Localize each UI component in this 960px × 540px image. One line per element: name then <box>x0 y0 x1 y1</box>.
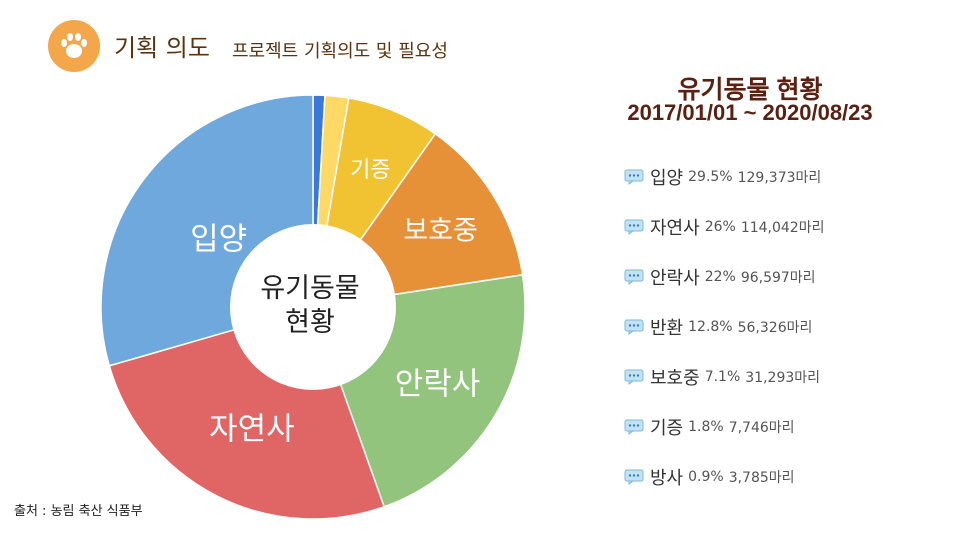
speech-bubble-icon <box>624 169 644 185</box>
legend-item: 안락사 22% 96,597마리 <box>624 252 924 302</box>
legend-item: 기증 1.8% 7,746마리 <box>624 402 924 452</box>
source-note: 출처 : 농림 축산 식품부 <box>14 504 143 519</box>
speech-bubble-icon <box>624 319 644 335</box>
slice-label-보호중: 기증 <box>350 158 391 184</box>
chart-center-label: 유기동물 현황 <box>225 272 395 340</box>
speech-bubble-icon <box>624 469 644 485</box>
legend: 입양 29.5% 129,373마리 자연사 26% 114,042마리 안락사 22% 96,… <box>624 152 924 502</box>
legend-percent: 22% <box>704 269 736 285</box>
legend-count: 7,746마리 <box>728 420 795 436</box>
legend-item: 방사 0.9% 3,785마리 <box>624 452 924 502</box>
legend-item: 자연사 26% 114,042마리 <box>624 202 924 252</box>
paw-icon <box>61 33 87 58</box>
page-subtitle: 프로젝트 기획의도 및 필요성 <box>232 41 448 62</box>
slice-label-입양: 입양 <box>190 221 248 258</box>
legend-label: 방사 <box>650 468 684 489</box>
legend-label: 기증 <box>650 418 684 439</box>
legend-percent: 12.8% <box>688 319 733 335</box>
legend-count: 114,042마리 <box>740 220 825 236</box>
chart-title: 유기동물 현황 <box>677 76 823 104</box>
slice-label-안락사: 안락사 <box>394 366 481 403</box>
slice-label-자연사: 자연사 <box>209 411 295 448</box>
legend-percent: 26% <box>704 219 736 235</box>
legend-label: 보호중 <box>650 368 700 389</box>
legend-label: 입양 <box>650 168 684 189</box>
legend-count: 56,326마리 <box>737 320 813 336</box>
legend-count: 96,597마리 <box>740 270 816 286</box>
legend-item: 입양 29.5% 129,373마리 <box>624 152 924 202</box>
legend-item: 반환 12.8% 56,326마리 <box>624 302 924 352</box>
legend-count: 31,293마리 <box>745 370 821 386</box>
legend-percent: 1.8% <box>688 419 724 435</box>
donut-hole <box>230 224 396 390</box>
chart-date-range: 2017/01/01 ~ 2020/08/23 <box>627 100 873 125</box>
legend-percent: 29.5% <box>688 169 733 185</box>
slice-label-반환: 보호중 <box>403 215 478 247</box>
center-label-line1: 유기동물 <box>260 273 360 304</box>
speech-bubble-icon <box>624 369 644 385</box>
center-label-line2: 현황 <box>285 307 335 338</box>
header-badge <box>48 20 100 72</box>
speech-bubble-icon <box>624 219 644 235</box>
page-title: 기획 의도 <box>114 34 210 62</box>
legend-percent: 7.1% <box>704 369 741 385</box>
legend-percent: 0.9% <box>688 469 724 485</box>
speech-bubble-icon <box>624 269 644 285</box>
legend-label: 자연사 <box>650 218 700 239</box>
legend-count: 3,785마리 <box>728 470 795 486</box>
donut-chart <box>100 94 526 520</box>
legend-label: 반환 <box>650 318 684 339</box>
legend-item: 보호중 7.1% 31,293마리 <box>624 352 924 402</box>
legend-count: 129,373마리 <box>737 170 822 186</box>
legend-label: 안락사 <box>650 268 700 289</box>
speech-bubble-icon <box>624 419 644 435</box>
